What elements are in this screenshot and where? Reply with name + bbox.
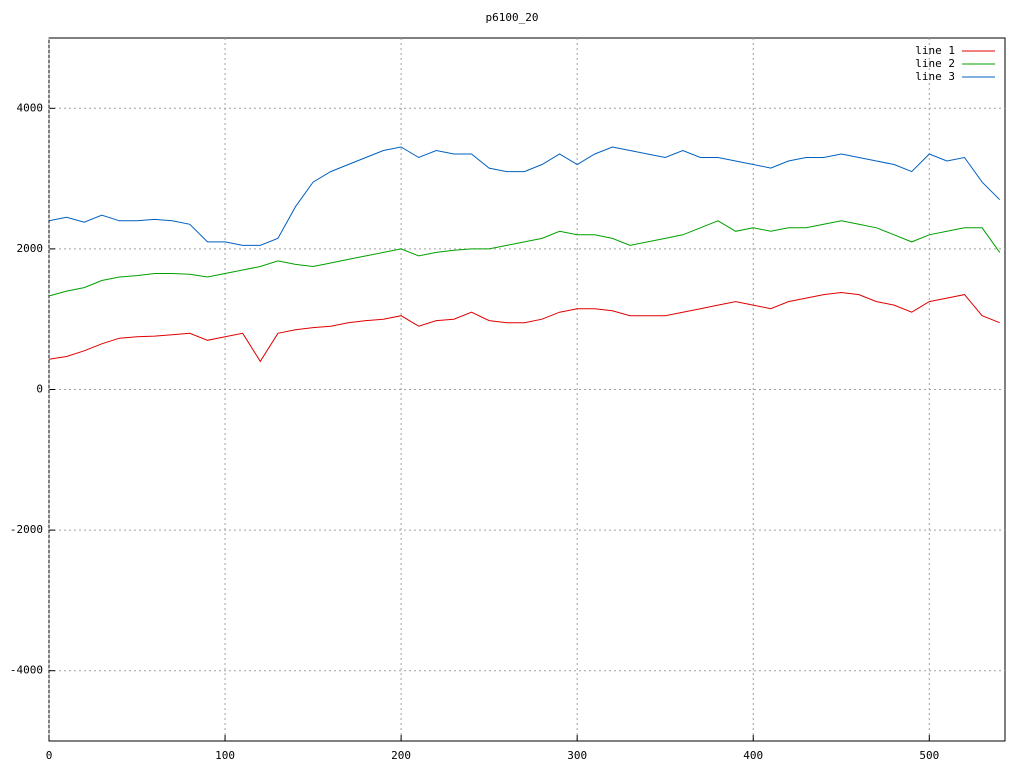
x-tick-label: 100 bbox=[215, 749, 235, 762]
data-line bbox=[48, 291, 1000, 363]
x-tick-label: 400 bbox=[743, 749, 763, 762]
y-tick-label: 4000 bbox=[17, 101, 44, 114]
legend-label: line 3 bbox=[915, 70, 955, 83]
data-line bbox=[48, 220, 1001, 297]
x-tick-label: 0 bbox=[46, 749, 53, 762]
y-tick-label: -4000 bbox=[10, 664, 43, 677]
legend-label: line 2 bbox=[915, 57, 955, 70]
y-tick-label: 0 bbox=[36, 383, 43, 396]
chart-title: p6100_20 bbox=[486, 11, 539, 24]
data-line bbox=[48, 146, 1001, 246]
x-tick-label: 500 bbox=[919, 749, 939, 762]
legend-label: line 1 bbox=[915, 44, 955, 57]
x-tick-label: 200 bbox=[391, 749, 411, 762]
x-tick-label: 300 bbox=[567, 749, 587, 762]
y-tick-label: -2000 bbox=[10, 523, 43, 536]
y-tick-label: 2000 bbox=[17, 242, 44, 255]
